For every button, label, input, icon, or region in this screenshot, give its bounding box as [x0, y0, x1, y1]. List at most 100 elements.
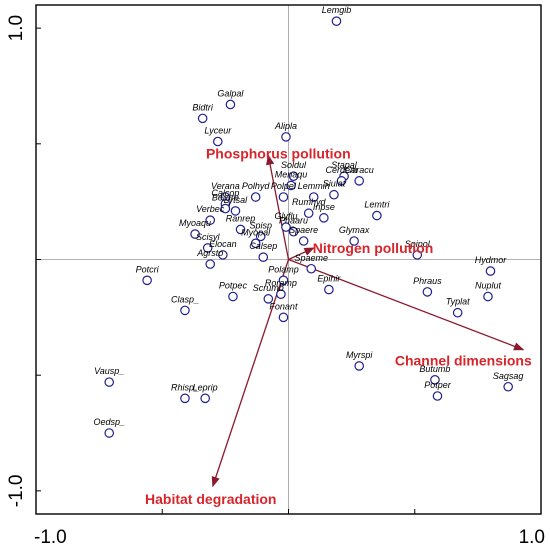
species-label: Spisp: [249, 220, 272, 230]
species-label: Lyceur: [204, 126, 232, 136]
species-point: [255, 231, 266, 242]
species-point: [180, 393, 190, 404]
species-point: [319, 213, 329, 223]
species-point: [281, 222, 291, 232]
axis-ticks: -1.0 1.0 1.0 -1.0: [6, 15, 545, 548]
vector-arrow: [211, 259, 290, 488]
species-point: [281, 132, 291, 142]
species-label: Alipla: [274, 121, 297, 131]
environmental-vectors: [211, 154, 525, 488]
species-label: Polamp: [268, 264, 299, 274]
species-label: Cerdem: [326, 165, 359, 175]
species-label: Glymax: [339, 225, 370, 235]
species-label: Bidtri: [192, 102, 214, 112]
species-point: [205, 259, 216, 269]
species-label: Verbec: [196, 204, 225, 214]
species-label: Lemtri: [364, 200, 390, 210]
species-label: Rumhyd: [292, 197, 327, 207]
species-label: Menaqu: [275, 169, 308, 179]
species-label: Galpal: [217, 88, 244, 98]
species-point: [331, 16, 342, 26]
species-label: Rhisp_: [171, 382, 199, 392]
species-label: Phaaru: [279, 216, 308, 226]
species-point: [250, 238, 261, 249]
species-point: [278, 312, 289, 323]
species-label: Lytsal: [224, 195, 248, 205]
species-point: [430, 375, 440, 385]
x-tick-label: 1.0: [519, 527, 545, 548]
species-label: Calcop: [211, 188, 239, 198]
species-label: Lemgib: [322, 5, 352, 15]
species-point: [200, 393, 210, 404]
species-label: Myopal: [241, 227, 271, 237]
species-label: Potpec: [219, 281, 248, 291]
species-point: [485, 266, 496, 276]
species-point: [213, 136, 223, 147]
y-tick-label: -1.0: [6, 474, 27, 507]
species-point: [286, 180, 296, 191]
species-label: Caracu: [345, 165, 374, 175]
species-point: [202, 243, 213, 253]
species-label: Spaere: [289, 225, 318, 235]
species-point: [230, 206, 241, 216]
species-point: [452, 307, 463, 318]
species-label: Verana: [211, 181, 240, 191]
vector-label: Channel dimensions: [395, 353, 532, 369]
species-label: Myrspi: [346, 350, 373, 360]
species-label: Scrumb: [253, 283, 284, 293]
vector-label: Habitat degradation: [145, 491, 276, 507]
species-point: [422, 287, 433, 297]
species-point: [104, 377, 115, 387]
species-point: [276, 289, 286, 300]
species-point: [228, 291, 238, 302]
vector-arrow: [265, 154, 290, 260]
species-point: [288, 171, 299, 182]
species-point: [324, 284, 334, 295]
species-label: Spaeme: [294, 253, 328, 263]
species-label: Clasp_: [171, 294, 199, 304]
species-point: [225, 99, 236, 110]
species-point: [503, 381, 513, 392]
species-label: Polhyd: [242, 181, 271, 191]
species-points: [104, 16, 513, 438]
species-point: [412, 250, 423, 260]
vector-label: Nitrogen pollution: [313, 240, 434, 256]
species-point: [235, 224, 246, 235]
species-label: Glyflu: [274, 211, 297, 221]
species-label: Spipol: [405, 239, 431, 249]
species-point: [354, 176, 364, 186]
species-label: Siulat: [323, 179, 346, 189]
species-point: [250, 192, 261, 202]
species-label: Stapal: [331, 160, 358, 170]
species-label: Ranrep: [226, 213, 256, 223]
y-tick-label: 1.0: [6, 15, 27, 41]
species-label: Roramp: [265, 278, 297, 288]
species-label: Myoaqu: [179, 218, 211, 228]
vector-label: Phosphorus pollution: [206, 145, 351, 161]
species-point: [372, 210, 382, 221]
vector-arrow: [288, 247, 315, 261]
species-point: [278, 275, 289, 286]
species-label: Epihir: [317, 274, 341, 284]
species-point: [190, 229, 200, 239]
species-point: [308, 192, 319, 202]
species-label: Berere: [212, 193, 239, 203]
species-label: Oedsp_: [93, 417, 125, 427]
species-point: [336, 176, 347, 186]
species-label: Polpel: [271, 181, 297, 191]
species-point: [104, 428, 115, 438]
species-point: [218, 250, 228, 260]
species-label: Lemmin: [298, 181, 330, 191]
species-point: [298, 236, 309, 246]
species-label: Potcri: [136, 264, 160, 274]
species-point: [142, 275, 152, 286]
species-label: Sagsag: [493, 371, 524, 381]
species-point: [329, 189, 339, 200]
species-label: Nuplut: [475, 281, 502, 291]
species-point: [278, 192, 289, 202]
species-point: [288, 226, 299, 237]
species-point: [263, 294, 274, 304]
